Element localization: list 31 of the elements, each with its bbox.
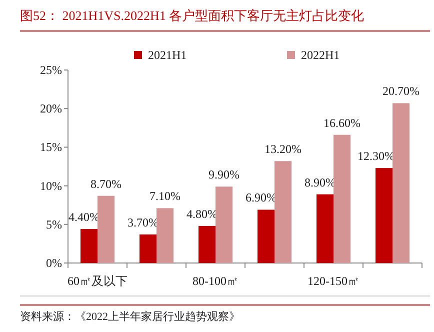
y-tick-label: 10% <box>40 178 62 193</box>
data-label: 16.60% <box>324 116 360 130</box>
bar <box>216 186 232 263</box>
bar <box>98 196 114 263</box>
data-label: 20.70% <box>382 84 420 98</box>
bar <box>316 194 334 263</box>
y-tick-label: 5% <box>46 217 62 232</box>
text: 资料来源：《2022上半年家居行业趋势观察》 <box>20 310 240 323</box>
bar <box>80 229 98 263</box>
legend-label: 2021H1 <box>148 48 187 62</box>
y-tick-label: 20% <box>40 102 62 116</box>
bar <box>334 134 350 263</box>
bar <box>198 226 216 263</box>
bar <box>140 234 156 263</box>
legend-label: 2022H1 <box>301 48 340 62</box>
x-tick-label: 60㎡及以下 <box>68 274 128 288</box>
data-label: 9.90% <box>208 168 240 182</box>
bar <box>156 208 174 263</box>
y-tick-label: 0% <box>46 256 62 270</box>
y-tick-label: 25% <box>40 63 62 77</box>
bar <box>392 103 410 263</box>
data-label: 7.10% <box>150 189 180 204</box>
bar <box>376 168 392 263</box>
data-label: 8.70% <box>90 176 122 191</box>
y-tick-label: 15% <box>40 140 62 154</box>
bar <box>274 161 292 263</box>
x-tick-label: 80-100㎡ <box>192 274 238 288</box>
x-tick-label: 120-150㎡ <box>308 274 360 288</box>
bar <box>258 210 274 263</box>
title: 图52： 2021H1VS.2022H1 各户型面积下客厅无主灯占比变化 <box>20 8 364 23</box>
data-label: 13.20% <box>264 142 302 156</box>
